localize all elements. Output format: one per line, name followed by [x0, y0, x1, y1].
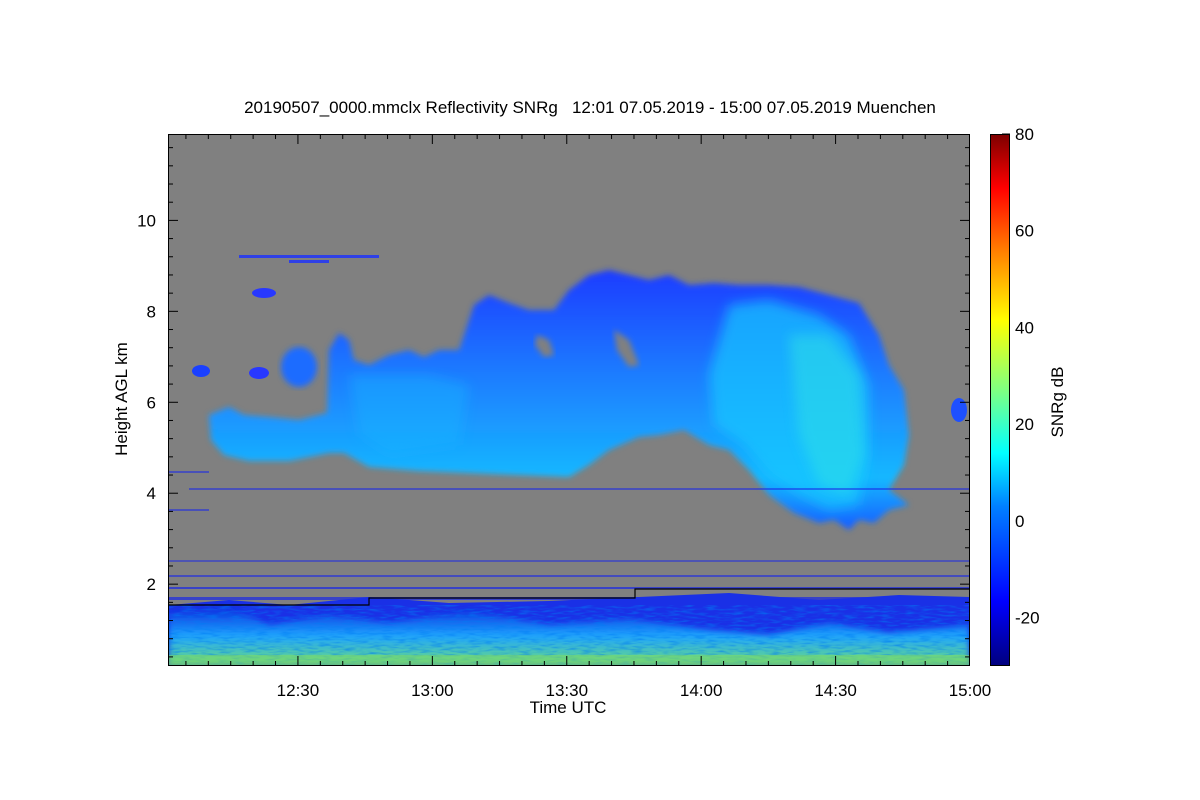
- cloud-base-line: [169, 588, 969, 606]
- y-tick-label: 6: [147, 393, 156, 412]
- y-tick-label: 8: [147, 302, 156, 321]
- colorbar-tick-label: 0: [1015, 512, 1024, 531]
- x-tick-label: 13:00: [411, 681, 454, 700]
- colorbar-label: SNRg dB: [1048, 366, 1067, 438]
- colorbar-tick-label: 40: [1015, 318, 1034, 337]
- plot-area: [168, 134, 970, 666]
- boundary-layer-echo: [169, 593, 969, 665]
- x-axis-label: Time UTC: [529, 698, 607, 717]
- x-tick-label: 14:30: [814, 681, 857, 700]
- x-tick-label: 14:00: [680, 681, 723, 700]
- colorbar-tick-label: 20: [1015, 415, 1034, 434]
- colorbar-tick-label: -20: [1015, 609, 1040, 628]
- y-tick-label: 10: [137, 211, 156, 230]
- x-tick-label: 12:30: [277, 681, 320, 700]
- colorbar: [990, 134, 1010, 666]
- x-tick-label: 15:00: [949, 681, 992, 700]
- y-axis-label: Height AGL km: [112, 342, 131, 456]
- plot-svg: [169, 255, 969, 665]
- colorbar-tick-label: 80: [1015, 125, 1034, 144]
- chart-title: 20190507_0000.mmclx Reflectivity SNRg 12…: [244, 98, 936, 117]
- cloud-echo: [192, 255, 967, 530]
- y-tick-label: 4: [147, 484, 156, 503]
- colorbar-tick-label: 60: [1015, 222, 1034, 241]
- y-tick-label: 2: [147, 575, 156, 594]
